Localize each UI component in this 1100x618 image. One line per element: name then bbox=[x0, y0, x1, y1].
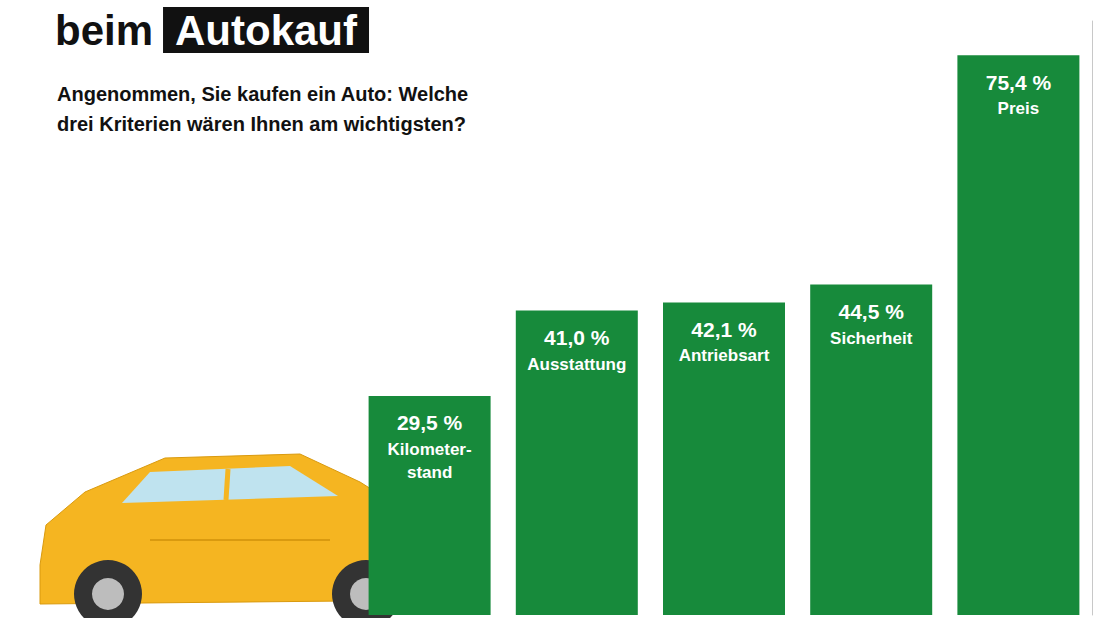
svg-text:beim: beim bbox=[55, 7, 153, 54]
svg-text:75,4 %: 75,4 % bbox=[986, 71, 1052, 94]
svg-text:29,5 %: 29,5 % bbox=[397, 411, 463, 434]
svg-text:Preis: Preis bbox=[998, 99, 1040, 118]
svg-text:Angenommen, Sie kaufen ein Aut: Angenommen, Sie kaufen ein Auto: Welche bbox=[57, 83, 474, 105]
svg-text:44,5 %: 44,5 % bbox=[839, 300, 905, 323]
svg-text:Sicherheit: Sicherheit bbox=[830, 329, 913, 348]
svg-text:42,1 %: 42,1 % bbox=[691, 318, 757, 341]
svg-text:stand: stand bbox=[407, 463, 452, 482]
svg-text:41,0 %: 41,0 % bbox=[544, 326, 610, 349]
svg-text:Ausstattung: Ausstattung bbox=[527, 355, 626, 374]
svg-text:Autokauf: Autokauf bbox=[175, 7, 358, 54]
svg-text:Antriebsart: Antriebsart bbox=[679, 346, 770, 365]
svg-text:drei Kriterien wären Ihnen am: drei Kriterien wären Ihnen am wichtigste… bbox=[57, 113, 466, 135]
svg-text:Kilometer-: Kilometer- bbox=[388, 440, 472, 459]
